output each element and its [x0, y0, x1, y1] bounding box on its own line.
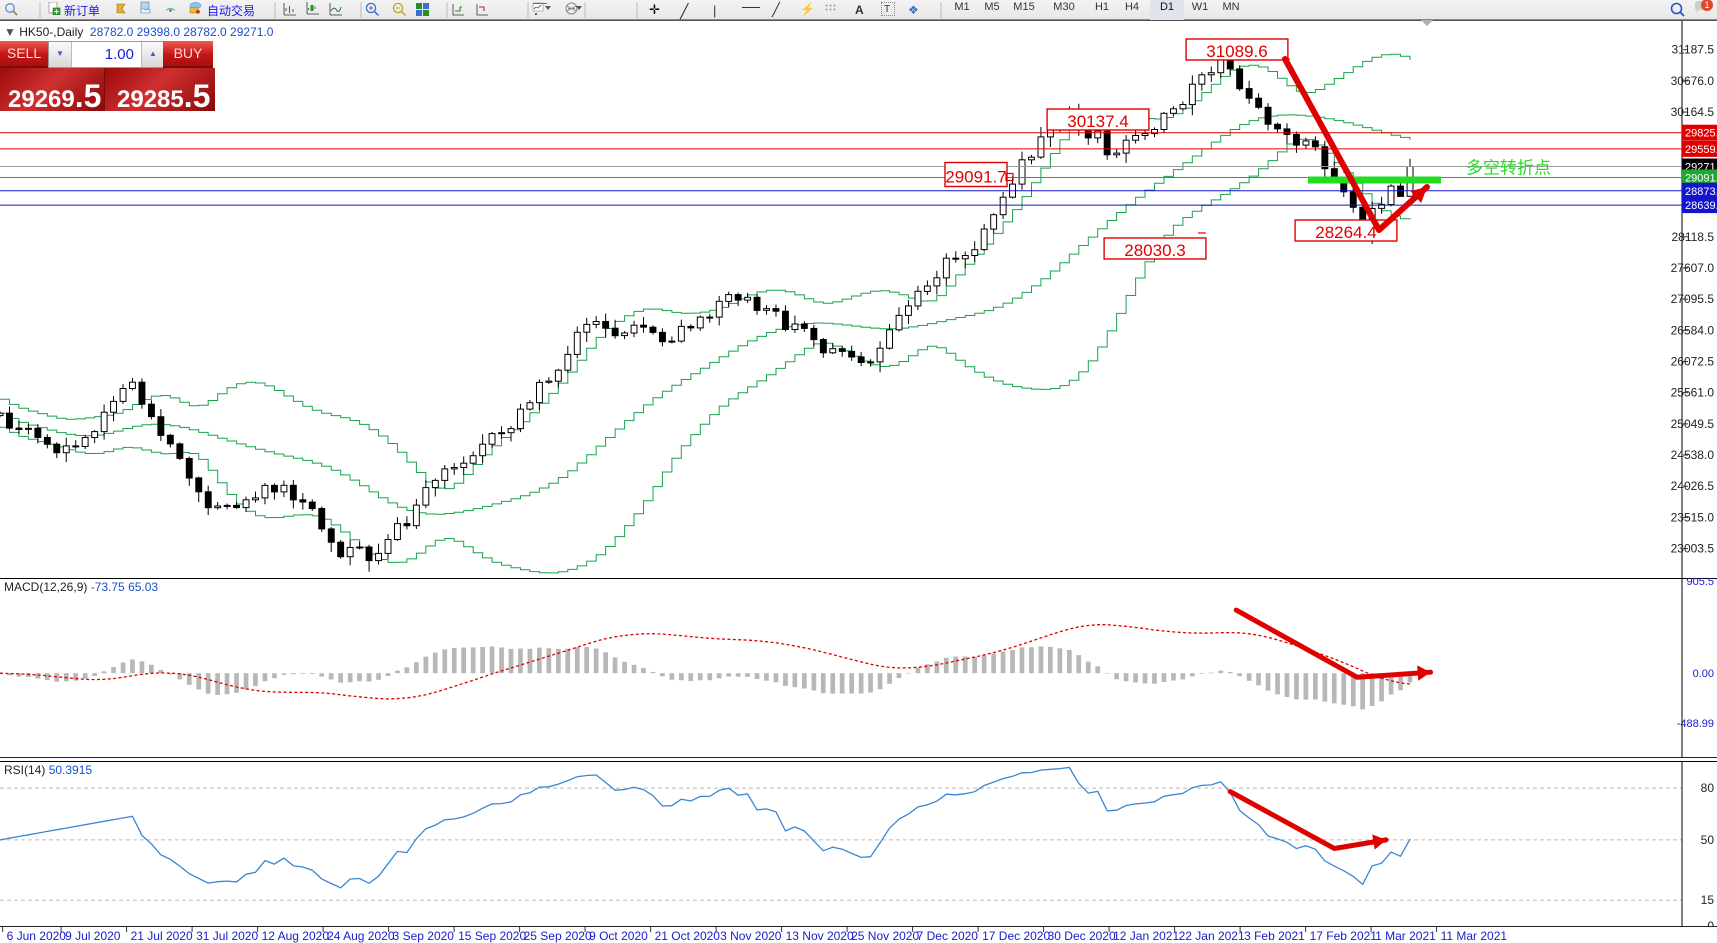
svg-text:3 Nov 2020: 3 Nov 2020 — [720, 929, 782, 943]
svg-text:905.5: 905.5 — [1686, 578, 1714, 588]
svg-text:7 Dec 2020: 7 Dec 2020 — [917, 929, 979, 943]
svg-text:21 Oct 2020: 21 Oct 2020 — [655, 929, 721, 943]
svg-text:25 Sep 2020: 25 Sep 2020 — [524, 929, 592, 943]
svg-text:1 Mar 2021: 1 Mar 2021 — [1375, 929, 1436, 943]
svg-text:30 Dec 2020: 30 Dec 2020 — [1048, 929, 1116, 943]
svg-text:29825.3: 29825.3 — [1685, 128, 1717, 140]
svg-text:28873.1: 28873.1 — [1685, 186, 1717, 198]
svg-text:0: 0 — [1707, 919, 1714, 927]
svg-text:12 Aug 2020: 12 Aug 2020 — [262, 929, 330, 943]
svg-text:24026.5: 24026.5 — [1671, 479, 1715, 493]
svg-text:26584.0: 26584.0 — [1671, 323, 1715, 337]
svg-text:29091.7: 29091.7 — [1685, 173, 1717, 185]
svg-text:30164.5: 30164.5 — [1671, 105, 1715, 119]
svg-text:15: 15 — [1701, 893, 1715, 907]
svg-text:23515.0: 23515.0 — [1671, 510, 1715, 524]
svg-text:6 Jun 2020: 6 Jun 2020 — [7, 929, 67, 943]
svg-text:31187.5: 31187.5 — [1672, 43, 1715, 57]
svg-text:28264.4: 28264.4 — [1315, 223, 1376, 242]
svg-text:多空转折点: 多空转折点 — [1466, 158, 1551, 177]
svg-text:24538.0: 24538.0 — [1671, 448, 1715, 462]
svg-text:23003.5: 23003.5 — [1671, 542, 1715, 556]
svg-text:28030.3: 28030.3 — [1124, 241, 1185, 260]
svg-text:11 Mar 2021: 11 Mar 2021 — [1441, 929, 1508, 943]
svg-text:17 Dec 2020: 17 Dec 2020 — [982, 929, 1050, 943]
svg-text:30137.4: 30137.4 — [1067, 112, 1128, 131]
svg-text:80: 80 — [1701, 781, 1715, 795]
svg-text:25 Nov 2020: 25 Nov 2020 — [851, 929, 919, 943]
svg-text:28118.5: 28118.5 — [1672, 230, 1715, 244]
svg-text:17 Feb 2021: 17 Feb 2021 — [1310, 929, 1378, 943]
svg-text:12 Jan 2021: 12 Jan 2021 — [1113, 929, 1179, 943]
svg-text:3 Sep 2020: 3 Sep 2020 — [393, 929, 455, 943]
svg-text:13 Nov 2020: 13 Nov 2020 — [786, 929, 854, 943]
svg-text:50: 50 — [1701, 833, 1715, 847]
svg-text:24 Aug 2020: 24 Aug 2020 — [327, 929, 395, 943]
svg-text:22 Jan 2021: 22 Jan 2021 — [1179, 929, 1245, 943]
svg-text:9 Oct 2020: 9 Oct 2020 — [589, 929, 648, 943]
svg-text:29091.7: 29091.7 — [945, 168, 1006, 187]
svg-text:31089.6: 31089.6 — [1206, 42, 1267, 61]
svg-text:3 Feb 2021: 3 Feb 2021 — [1244, 929, 1305, 943]
svg-text:29559.9: 29559.9 — [1685, 144, 1717, 156]
svg-text:31 Jul 2020: 31 Jul 2020 — [196, 929, 258, 943]
svg-text:9 Jul 2020: 9 Jul 2020 — [65, 929, 121, 943]
svg-text:25561.0: 25561.0 — [1671, 386, 1715, 400]
svg-text:30676.0: 30676.0 — [1671, 74, 1715, 88]
svg-text:28639.0: 28639.0 — [1685, 200, 1717, 212]
svg-text:27607.0: 27607.0 — [1671, 261, 1715, 275]
svg-text:21 Jul 2020: 21 Jul 2020 — [131, 929, 193, 943]
svg-text:27095.5: 27095.5 — [1671, 292, 1715, 306]
svg-text:15 Sep 2020: 15 Sep 2020 — [458, 929, 526, 943]
svg-text:26072.5: 26072.5 — [1671, 355, 1715, 369]
svg-text:25049.5: 25049.5 — [1671, 417, 1715, 431]
svg-text:0.00: 0.00 — [1693, 668, 1714, 680]
